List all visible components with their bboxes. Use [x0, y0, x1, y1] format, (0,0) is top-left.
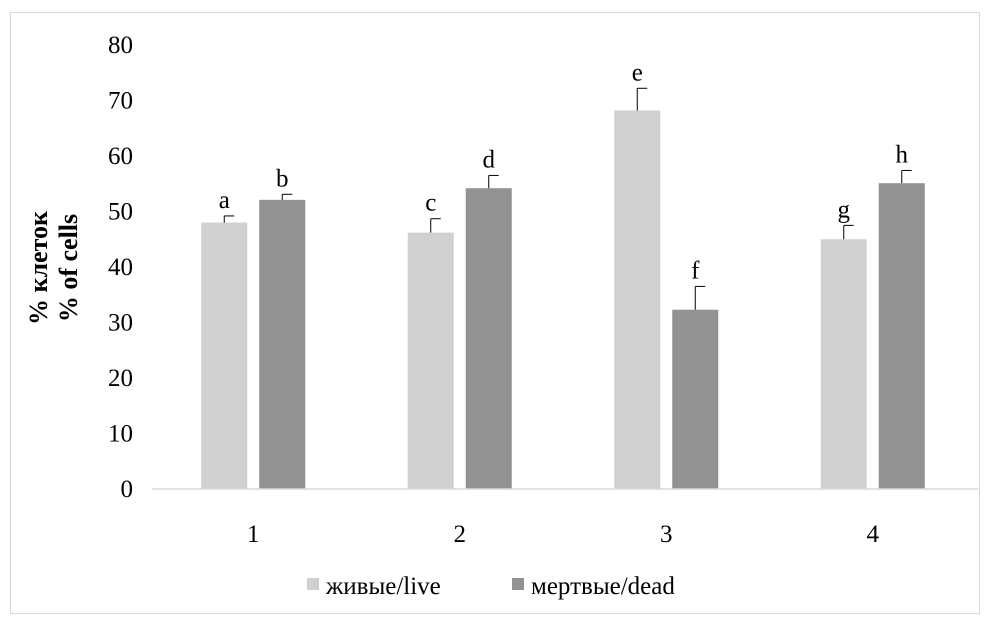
bar-live-2	[407, 232, 454, 489]
significance-letter: c	[425, 190, 436, 217]
y-tick-label: 0	[121, 476, 134, 503]
x-tick-label: 2	[454, 521, 467, 548]
x-tick-label: 4	[867, 521, 880, 548]
x-tick-label: 1	[247, 521, 260, 548]
bar-live-4	[820, 239, 867, 489]
y-tick-label: 50	[108, 199, 133, 226]
legend-label-live: живые/live	[325, 573, 441, 600]
legend-label-dead: мертвые/dead	[531, 573, 675, 600]
y-axis-label-line-2: % of cells	[54, 214, 83, 322]
y-tick-label: 40	[108, 254, 133, 281]
significance-letter: d	[483, 146, 496, 173]
legend-swatch-dead	[512, 578, 524, 590]
significance-letter: f	[691, 257, 700, 284]
y-axis-label-line-1: % клеток	[24, 211, 53, 325]
bars: a b c d e f g h	[201, 59, 925, 490]
y-tick-label: 80	[108, 32, 133, 59]
x-tick-label: 3	[660, 521, 673, 548]
bar-live-3	[614, 110, 661, 490]
significance-letter: g	[838, 196, 851, 223]
y-tick-label: 30	[108, 310, 133, 337]
y-tick-label: 60	[108, 143, 133, 170]
y-tick-label: 70	[108, 88, 133, 115]
y-axis-ticks: 0 10 20 30 40 50 60 70 80	[108, 32, 133, 503]
legend: живые/live мертвые/dead	[307, 573, 675, 600]
significance-letter: e	[632, 59, 643, 86]
legend-swatch-live	[307, 578, 319, 590]
y-tick-label: 10	[108, 421, 133, 448]
bar-dead-2	[465, 188, 512, 489]
bar-dead-1	[259, 199, 306, 489]
y-tick-label: 20	[108, 365, 133, 392]
chart-frame	[10, 12, 980, 614]
significance-letter: h	[896, 141, 909, 168]
y-axis-label: % клеток % of cells	[24, 211, 83, 325]
bar-live-1	[201, 222, 248, 489]
significance-letter: a	[219, 187, 230, 214]
bar-dead-3	[672, 309, 719, 489]
bar-dead-4	[878, 183, 925, 489]
x-axis-categories: 1 2 3 4	[247, 521, 880, 548]
significance-letter: b	[276, 165, 289, 192]
